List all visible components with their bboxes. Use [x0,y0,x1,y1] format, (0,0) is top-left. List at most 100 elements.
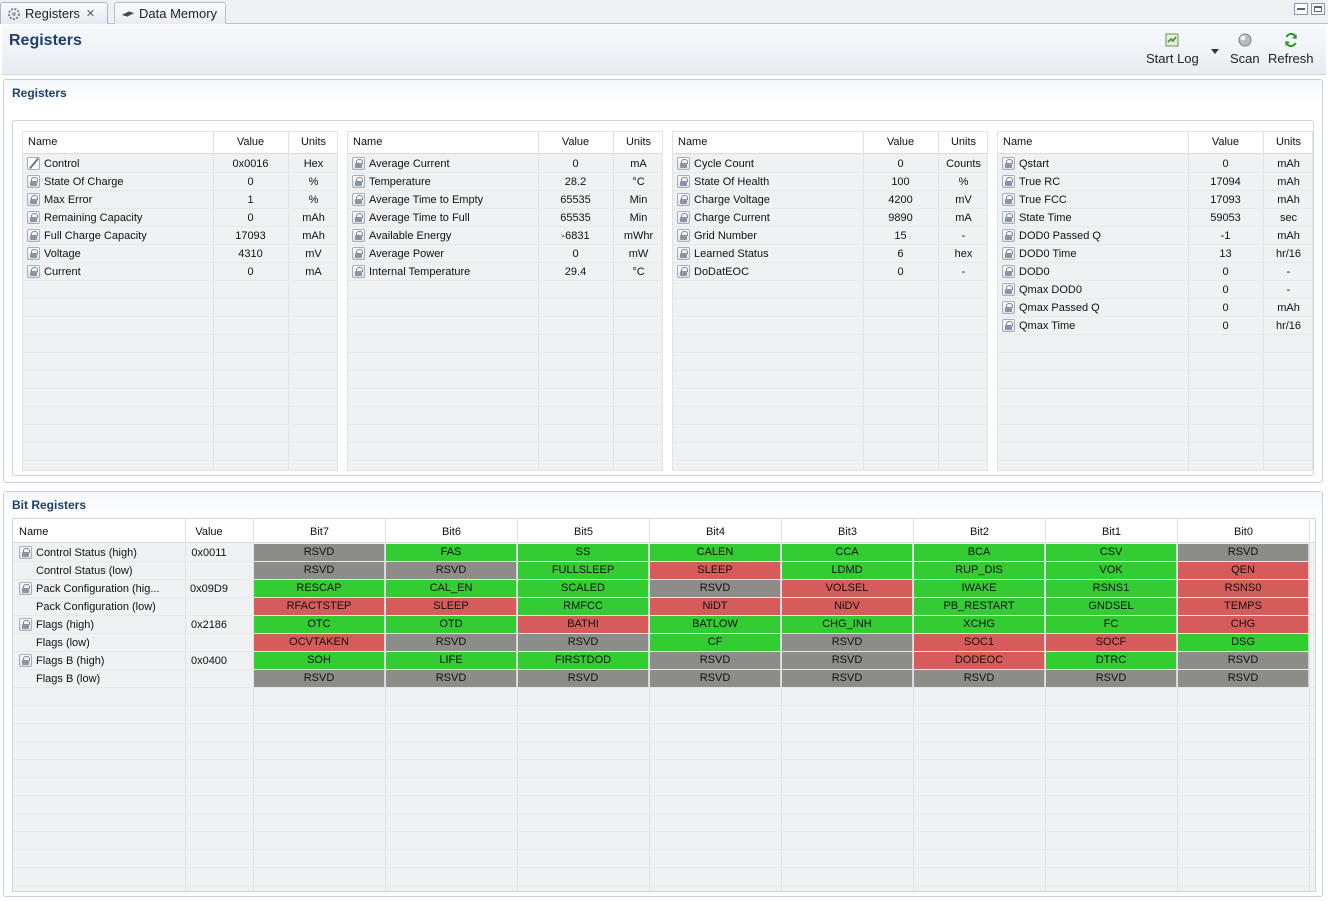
register-row[interactable]: Qmax DOD0 0 - [998,281,1312,299]
bit-cell[interactable]: SCALED [518,580,649,597]
start-log-dropdown[interactable] [1211,42,1219,57]
bit-cell[interactable]: FULLSLEEP [518,562,649,579]
register-row[interactable]: Charge Voltage 4200 mV [673,191,987,209]
bit-cell[interactable]: RSVD [650,670,781,687]
bit-cell[interactable]: SS [518,544,649,561]
register-value[interactable]: 0 [1222,284,1229,296]
bit-cell[interactable]: SOCF [1046,634,1177,651]
register-value[interactable]: 0 [897,266,904,278]
register-row[interactable]: DoDatEOC 0 - [673,263,987,281]
bit-register-value[interactable]: 0x09D9 [190,583,228,595]
scan-button[interactable]: Scan [1230,31,1260,66]
register-value[interactable]: 0 [247,176,254,188]
register-row[interactable]: Current 0 mA [23,263,337,281]
register-value[interactable]: 17093 [1210,194,1241,206]
bit-register-row[interactable]: Flags (high) 0x2186 OTC OTD BATHI BATLOW CHG_I… [13,616,1315,634]
bit-cell[interactable]: SLEEP [386,598,517,615]
bit-cell[interactable]: RSVD [782,634,913,651]
register-row[interactable]: True FCC 17093 mAh [998,191,1312,209]
bit-cell[interactable]: RSVD [914,670,1045,687]
bit-cell[interactable]: RUP_DIS [914,562,1045,579]
register-row[interactable]: Average Time to Empty 65535 Min [348,191,662,209]
register-value[interactable]: 15 [894,230,907,242]
bit-cell[interactable]: RESCAP [254,580,385,597]
register-row[interactable]: Max Error 1% [23,191,337,209]
bit-cell[interactable]: VOLSEL [782,580,913,597]
bit-cell[interactable]: RSVD [254,544,385,561]
bit-register-row[interactable]: Pack Configuration (hig... 0x09D9 RESCAP CA… [13,580,1315,598]
tab-registers[interactable]: Registers ✕ [0,2,108,24]
bit-cell[interactable]: CHG_INH [782,616,913,633]
register-row[interactable]: Learned Status 6 hex [673,245,987,263]
bit-cell[interactable]: RSVD [254,562,385,579]
bit-cell[interactable]: CAL_EN [386,580,517,597]
bit-register-value[interactable]: 0x2186 [190,619,228,631]
register-value[interactable]: 4200 [888,194,913,206]
register-value[interactable]: 29.4 [564,266,587,278]
bit-cell[interactable]: VOK [1046,562,1177,579]
register-value[interactable]: 0 [572,158,579,170]
bit-cell[interactable]: NiDT [650,598,781,615]
bit-cell[interactable]: LDMD [782,562,913,579]
bit-cell[interactable]: DODEOC [914,652,1045,669]
bit-cell[interactable]: PB_RESTART [914,598,1045,615]
bit-cell[interactable]: SOC1 [914,634,1045,651]
bit-cell[interactable]: BCA [914,544,1045,561]
register-row[interactable]: State Of Charge 0% [23,173,337,191]
bit-register-row[interactable]: Flags (low) OCVTAKEN RSVD RSVD CF RSVD SOC1 SOC… [13,634,1315,652]
bit-cell[interactable]: IWAKE [914,580,1045,597]
minimize-button[interactable] [1294,3,1308,15]
bit-cell[interactable]: BATHI [518,616,649,633]
register-value[interactable]: 17094 [1210,176,1241,188]
register-row[interactable]: Qstart 0 mAh [998,155,1312,173]
bit-cell[interactable]: FAS [386,544,517,561]
bit-cell[interactable]: FIRSTDOD [518,652,649,669]
bit-cell[interactable]: FC [1046,616,1177,633]
bit-cell[interactable]: TEMPS [1178,598,1309,615]
bit-cell[interactable]: CALEN [650,544,781,561]
bit-cell[interactable]: RSVD [650,580,781,597]
bit-cell[interactable]: NiDV [782,598,913,615]
bit-register-row[interactable]: Flags B (low) RSVD RSVD RSVD RSVD RSVD RSVD RSV… [13,670,1315,688]
bit-cell[interactable]: CHG [1178,616,1309,633]
register-value[interactable]: 0 [247,212,254,224]
bit-cell[interactable]: RSVD [650,652,781,669]
register-row[interactable]: State Time 59053 sec [998,209,1312,227]
register-value[interactable]: 28.2 [564,176,587,188]
bit-cell[interactable]: RSVD [1178,544,1309,561]
register-row[interactable]: DOD0 Passed Q -1 mAh [998,227,1312,245]
bit-cell[interactable]: RSVD [782,652,913,669]
register-row[interactable]: True RC 17094 mAh [998,173,1312,191]
bit-cell[interactable]: DSG [1178,634,1309,651]
register-row[interactable]: DOD0 Time 13 hr/16 [998,245,1312,263]
register-value[interactable]: 0 [247,266,254,278]
register-row[interactable]: Average Power 0 mW [348,245,662,263]
bit-register-row[interactable]: Pack Configuration (low) RFACTSTEP SLEEP RM… [13,598,1315,616]
bit-register-row[interactable]: Control Status (high) 0x0011 RSVD FAS SS CALE… [13,544,1315,562]
bit-cell[interactable]: XCHG [914,616,1045,633]
register-row[interactable]: Temperature 28.2 °C [348,173,662,191]
register-value[interactable]: 0 [1222,158,1229,170]
maximize-button[interactable] [1311,3,1325,15]
bit-cell[interactable]: RMFCC [518,598,649,615]
register-value[interactable]: 0 [1222,266,1229,278]
register-row[interactable]: Qmax Time 0 hr/16 [998,317,1312,335]
bit-cell[interactable]: BATLOW [650,616,781,633]
register-value[interactable]: 59053 [1210,212,1241,224]
register-value[interactable]: 17093 [235,230,266,242]
register-row[interactable]: Qmax Passed Q 0 mAh [998,299,1312,317]
register-row[interactable]: Average Current 0 mA [348,155,662,173]
register-value[interactable]: 13 [1219,248,1232,260]
register-value[interactable]: -6831 [561,230,590,242]
register-value[interactable]: 6 [897,248,904,260]
bit-cell[interactable]: RSVD [1178,652,1309,669]
bit-cell[interactable]: RFACTSTEP [254,598,385,615]
register-value[interactable]: 0 [572,248,579,260]
bit-cell[interactable]: RSVD [1046,670,1177,687]
register-row[interactable]: Full Charge Capacity 17093 mAh [23,227,337,245]
register-value[interactable]: 4310 [238,248,263,260]
register-row[interactable]: Average Time to Full 65535 Min [348,209,662,227]
register-value[interactable]: 0 [1222,302,1229,314]
close-icon[interactable]: ✕ [85,8,96,20]
register-row[interactable]: Charge Current 9890 mA [673,209,987,227]
